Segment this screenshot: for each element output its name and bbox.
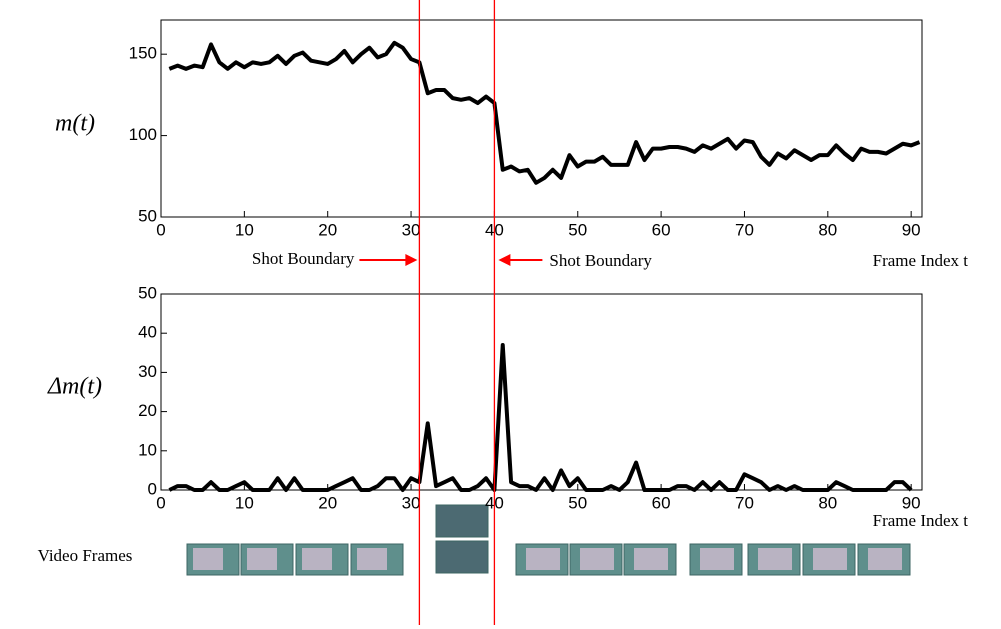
y-tick-label: 10 <box>138 440 157 459</box>
annotation-arrowhead <box>405 254 418 266</box>
y-tick-label: 50 <box>138 206 157 225</box>
plot-frame <box>160 19 923 218</box>
thumbnail <box>357 548 387 570</box>
y-tick-label: 0 <box>148 479 157 498</box>
thumbnails <box>186 504 911 576</box>
x-tick-label: 50 <box>568 220 587 239</box>
y-tick-label: 40 <box>138 323 157 342</box>
thumbnail <box>813 548 847 570</box>
annotation: Shot Boundary <box>252 249 355 268</box>
y-tick-label: 150 <box>129 44 157 63</box>
x-tick-label: 30 <box>402 493 421 512</box>
x-tick-label: 20 <box>318 220 337 239</box>
x-tick-label: 0 <box>156 220 165 239</box>
annotation-arrowhead <box>498 254 511 266</box>
thumbnail <box>868 548 902 570</box>
x-tick-label: 30 <box>402 220 421 239</box>
x-tick-label: 80 <box>818 493 837 512</box>
data-line <box>168 40 921 185</box>
x-tick-label: 20 <box>318 493 337 512</box>
y-axis-label: m(t) <box>55 111 95 137</box>
thumbnail <box>247 548 277 570</box>
video-frames-label: Video Frames <box>38 546 133 565</box>
thumbnail <box>193 548 223 570</box>
data-line <box>168 342 913 492</box>
x-tick-label: 90 <box>902 220 921 239</box>
y-tick-label: 50 <box>138 283 157 302</box>
x-tick-label: 60 <box>652 220 671 239</box>
x-axis-label: Frame Index t <box>873 251 969 270</box>
x-tick-label: 50 <box>568 493 587 512</box>
y-tick-label: 100 <box>129 125 157 144</box>
thumbnail <box>526 548 560 570</box>
x-tick-label: 70 <box>735 220 754 239</box>
x-tick-label: 10 <box>235 493 254 512</box>
x-axis-label: Frame Index t <box>873 511 969 530</box>
x-tick-label: 80 <box>818 220 837 239</box>
thumbnail <box>700 548 734 570</box>
x-tick-label: 70 <box>735 493 754 512</box>
thumbnail <box>435 504 489 538</box>
y-tick-label: 30 <box>138 362 157 381</box>
thumbnail <box>435 540 489 574</box>
plot-frame <box>160 293 923 491</box>
y-axis-label: Δm(t) <box>47 374 102 400</box>
thumbnail <box>580 548 614 570</box>
thumbnail <box>302 548 332 570</box>
thumbnail <box>758 548 792 570</box>
x-tick-label: 90 <box>902 493 921 512</box>
x-tick-label: 10 <box>235 220 254 239</box>
x-tick-label: 0 <box>156 493 165 512</box>
x-tick-label: 60 <box>652 493 671 512</box>
annotation: Shot Boundary <box>549 251 652 270</box>
y-tick-label: 20 <box>138 401 157 420</box>
thumbnail <box>634 548 668 570</box>
